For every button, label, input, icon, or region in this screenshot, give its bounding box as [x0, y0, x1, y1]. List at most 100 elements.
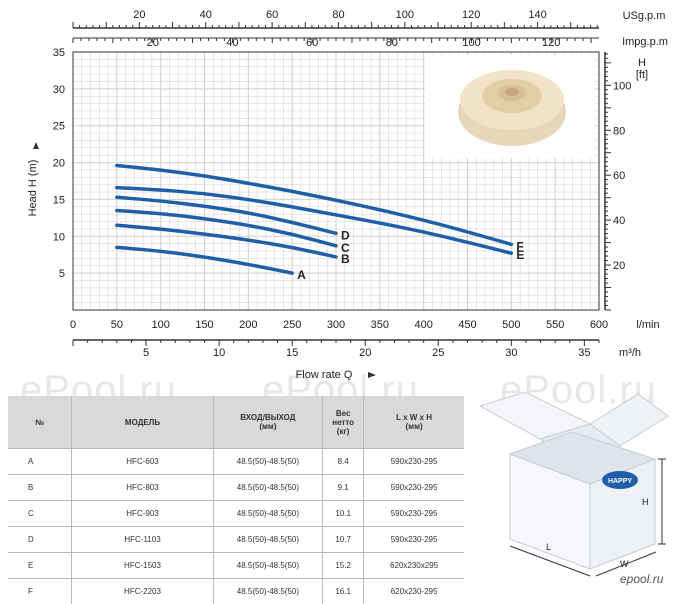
- x-axis-unit-m3h: m³/h: [619, 347, 641, 359]
- x-tick-label-m3h: 25: [432, 347, 444, 359]
- x-tick-label-lmin: 50: [111, 319, 123, 331]
- right-tick-label-ft: 60: [613, 170, 625, 182]
- right-tick-label-ft: 80: [613, 125, 625, 137]
- right-tick-label-ft: 20: [613, 260, 625, 272]
- table-header-cell: МОДЕЛЬ: [72, 396, 213, 449]
- right-axis-unit-h: H: [638, 57, 646, 69]
- table-cell: HFC-903: [72, 501, 213, 527]
- x-axis-arrow-icon: [368, 372, 376, 378]
- table-cell: 590x230-295: [364, 501, 464, 527]
- top-axis-unit-imp: Impg.p.m: [622, 36, 668, 48]
- y-tick-label-m: 10: [53, 231, 65, 243]
- table-cell: 10.7: [323, 527, 364, 553]
- top-tick-label-imp: 20: [147, 37, 159, 49]
- x-tick-label-m3h: 15: [286, 347, 298, 359]
- table-cell: HFC-803: [72, 475, 213, 501]
- top-tick-label-imp: 40: [226, 37, 238, 49]
- x-tick-label-m3h: 35: [578, 347, 590, 359]
- table-cell: HFC-1103: [72, 527, 213, 553]
- y-tick-label-m: 5: [59, 268, 65, 280]
- x-axis-title: Flow rate Q: [296, 369, 353, 380]
- packaging-box-illustration: HAPPY H L W: [470, 384, 680, 584]
- y-tick-label-m: 25: [53, 121, 65, 133]
- x-tick-label-lmin: 150: [195, 319, 213, 331]
- table-cell: 620x230x295: [364, 553, 464, 579]
- top-tick-label-imp: 100: [462, 37, 480, 49]
- y-axis-arrow-icon: [33, 142, 39, 149]
- table-cell: 48.5(50)-48.5(50): [213, 475, 322, 501]
- table-cell: C: [8, 501, 72, 527]
- y-tick-label-m: 20: [53, 158, 65, 170]
- table-header-cell: №: [8, 396, 72, 449]
- y-tick-label-m: 35: [53, 47, 65, 59]
- impeller-image: [425, 55, 595, 158]
- table-cell: F: [8, 579, 72, 604]
- box-brand-label: HAPPY: [608, 478, 632, 485]
- x-tick-label-lmin: 600: [590, 319, 608, 331]
- x-tick-label-lmin: 500: [502, 319, 520, 331]
- top-tick-label-usg: 60: [266, 9, 278, 21]
- y-axis-title: Head H (m): [27, 160, 39, 217]
- table-header-cell: L x W x H (мм): [364, 396, 464, 449]
- y-tick-label-m: 30: [53, 84, 65, 96]
- table-cell: B: [8, 475, 72, 501]
- x-tick-label-lmin: 550: [546, 319, 564, 331]
- top-tick-label-usg: 80: [332, 9, 344, 21]
- table-cell: 48.5(50)-48.5(50): [213, 501, 322, 527]
- top-tick-label-imp: 60: [306, 37, 318, 49]
- table-cell: HFC-2203: [72, 579, 213, 604]
- x-tick-label-lmin: 350: [371, 319, 389, 331]
- x-tick-label-lmin: 400: [414, 319, 432, 331]
- box-dim-l: L: [546, 542, 551, 552]
- pump-performance-chart: 0 50 100 150 200 250 300 350 400 450 500 550 600 l/mi…: [0, 0, 686, 380]
- curve-label-A: A: [297, 268, 306, 282]
- table-cell: D: [8, 527, 72, 553]
- curve-label-F: F: [516, 239, 523, 253]
- x-tick-label-lmin: 250: [283, 319, 301, 331]
- table-cell: HFC-603: [72, 449, 213, 475]
- x-tick-label-lmin: 0: [70, 319, 76, 331]
- x-tick-label-lmin: 200: [239, 319, 257, 331]
- table-cell: A: [8, 449, 72, 475]
- right-tick-label-ft: 100: [613, 80, 631, 92]
- right-tick-label-ft: 40: [613, 215, 625, 227]
- table-cell: 590x230-295: [364, 475, 464, 501]
- table-cell: 48.5(50)-48.5(50): [213, 449, 322, 475]
- x-tick-label-lmin: 450: [458, 319, 476, 331]
- y-tick-label-m: 15: [53, 194, 65, 206]
- table-cell: 48.5(50)-48.5(50): [213, 579, 322, 604]
- x-tick-label-m3h: 5: [143, 347, 149, 359]
- table-cell: 590x230-295: [364, 449, 464, 475]
- x-tick-label-lmin: 300: [327, 319, 345, 331]
- top-tick-label-usg: 120: [462, 9, 480, 21]
- table-header-cell: Вес нетто (кг): [323, 396, 364, 449]
- top-tick-label-imp: 120: [542, 37, 560, 49]
- table-cell: 15.2: [323, 553, 364, 579]
- table-cell: 620x230-295: [364, 579, 464, 604]
- right-axis-unit-ft: [ft]: [636, 69, 648, 81]
- table-cell: 10.1: [323, 501, 364, 527]
- top-axis-unit-usg: USg.p.m: [623, 10, 666, 22]
- top-tick-label-usg: 20: [133, 9, 145, 21]
- x-tick-label-m3h: 10: [213, 347, 225, 359]
- x-tick-label-m3h: 20: [359, 347, 371, 359]
- table-cell: 590x230-295: [364, 527, 464, 553]
- x-tick-label-m3h: 30: [505, 347, 517, 359]
- curve-label-C: C: [341, 241, 350, 255]
- curve-label-D: D: [341, 228, 350, 242]
- table-cell: HFC-1503: [72, 553, 213, 579]
- table-header-cell: ВХОД/ВЫХОД (мм): [213, 396, 322, 449]
- box-dim-w: W: [620, 559, 629, 569]
- x-axis-unit-lmin: l/min: [636, 319, 659, 331]
- top-tick-label-imp: 80: [386, 37, 398, 49]
- x-tick-label-lmin: 100: [151, 319, 169, 331]
- top-tick-label-usg: 100: [396, 9, 414, 21]
